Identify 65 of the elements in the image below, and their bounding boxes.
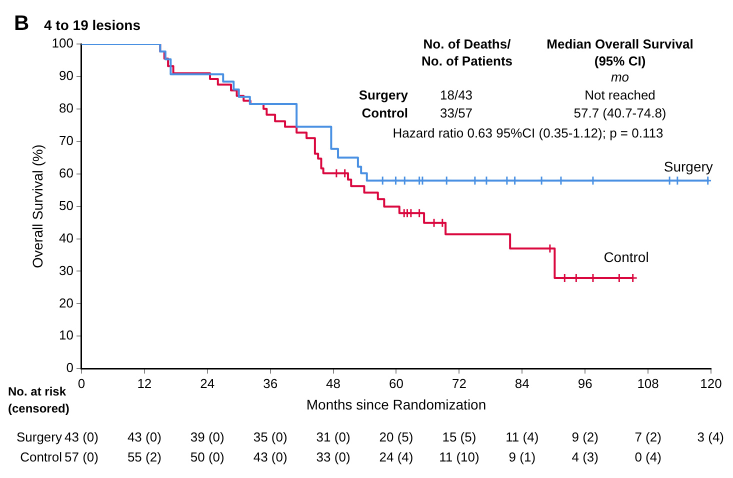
- text: 43 (0): [64, 430, 98, 445]
- x-tick-label: 24: [200, 376, 215, 391]
- annotation: Median Overall Survival: [546, 36, 694, 52]
- text: 9 (1): [508, 450, 536, 465]
- text: 31 (0): [316, 430, 350, 445]
- text: No. at risk: [8, 384, 66, 398]
- annotation: 33/57: [440, 106, 473, 121]
- text: 50 (0): [190, 450, 224, 465]
- y-tick-label: 30: [59, 262, 74, 278]
- text: 57 (0): [64, 450, 98, 465]
- text: 9 (2): [572, 430, 598, 445]
- y-axis-title: Overall Survival (%): [29, 144, 46, 268]
- text: 33 (0): [316, 450, 350, 465]
- x-tick-label: 108: [637, 376, 659, 391]
- text: 3 (4): [697, 430, 724, 445]
- text: 39 (0): [190, 430, 224, 445]
- x-tick-label: 60: [389, 376, 404, 391]
- text: (censored): [8, 401, 70, 416]
- text: Control: [20, 450, 62, 465]
- x-tick-label: 12: [137, 376, 152, 391]
- text: 43 (0): [253, 450, 288, 465]
- x-tick-label: 96: [578, 376, 592, 391]
- y-tick-label: 70: [59, 132, 74, 148]
- text: 55 (2): [127, 450, 162, 465]
- annotation: Control: [362, 106, 408, 121]
- x-tick-label: 120: [700, 376, 722, 391]
- text: 4 (3): [572, 450, 598, 465]
- x-tick-label: 0: [78, 376, 86, 391]
- y-tick-label: 50: [59, 198, 74, 213]
- x-tick-label: 36: [263, 376, 278, 391]
- y-tick-label: 0: [66, 360, 74, 376]
- annotation: 57.7 (40.7-74.8): [574, 106, 666, 121]
- y-tick-label: 10: [59, 328, 74, 343]
- x-tick-label: 72: [452, 376, 466, 391]
- text: Surgery: [16, 430, 62, 445]
- y-tick-label: 40: [59, 230, 74, 246]
- text: 43 (0): [127, 430, 162, 445]
- y-tick-label: 20: [59, 295, 74, 310]
- text: 35 (0): [253, 430, 288, 445]
- text: 11 (10): [439, 450, 480, 465]
- x-axis-title: Months since Randomization: [306, 396, 486, 412]
- y-tick-label: 100: [52, 36, 74, 51]
- text: 20 (5): [379, 430, 414, 445]
- series-label: Control: [604, 248, 649, 265]
- text: 7 (2): [634, 430, 662, 445]
- series-label: Surgery: [664, 158, 713, 175]
- annotation: Surgery: [358, 88, 409, 103]
- chart-title: 4 to 19 lesions: [44, 16, 141, 33]
- annotation: Hazard ratio 0.63 95%CI (0.35-1.12); p = 0.113: [392, 126, 664, 141]
- y-tick-label: 90: [59, 68, 74, 84]
- y-tick-label: 60: [59, 165, 74, 180]
- text: 0 (4): [634, 450, 662, 465]
- x-tick-label: 84: [514, 376, 530, 391]
- annotation: mo: [610, 70, 630, 85]
- annotation: No. of Patients: [421, 54, 513, 69]
- annotation: (95% CI): [594, 54, 646, 69]
- text: B: [14, 12, 30, 35]
- text: 11 (4): [506, 430, 539, 445]
- text: 15 (5): [442, 430, 476, 445]
- x-tick-label: 48: [326, 376, 341, 391]
- annotation: No. of Deaths/: [423, 36, 512, 52]
- y-tick-label: 80: [59, 100, 74, 116]
- text: 24 (4): [379, 450, 414, 465]
- annotation: 18/43: [440, 88, 473, 103]
- annotation: Not reached: [584, 88, 656, 103]
